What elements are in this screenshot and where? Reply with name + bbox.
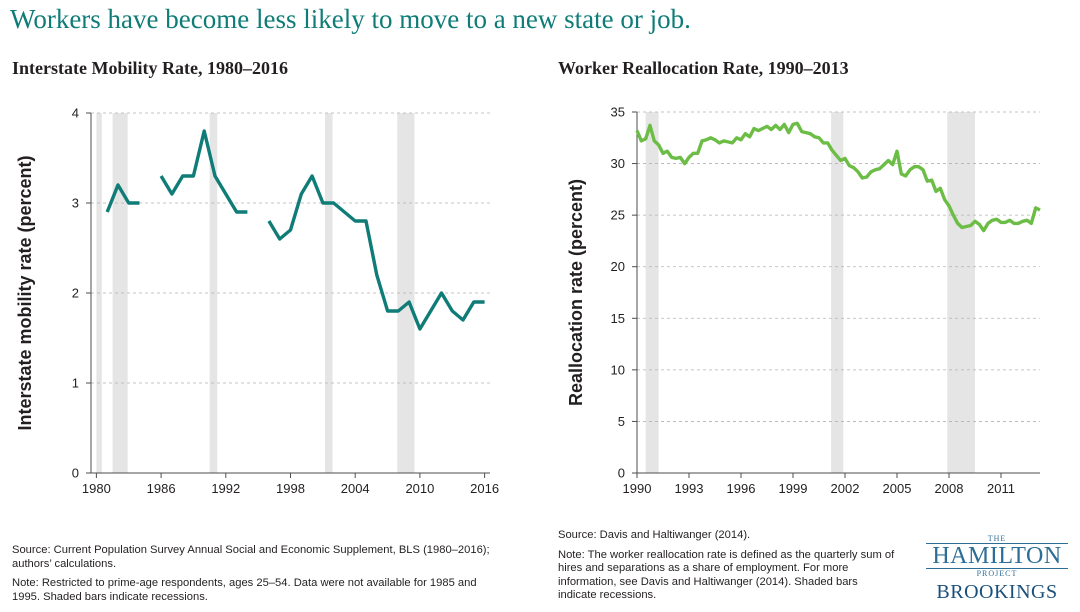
right-chart-notes: Source: Davis and Haltiwanger (2014). No… xyxy=(558,529,898,609)
right-note-text: Note: The worker reallocation rate is de… xyxy=(558,548,895,602)
x-tick-label: 2004 xyxy=(341,481,370,496)
y-tick-label: 15 xyxy=(611,311,625,326)
recession-bar xyxy=(831,112,844,473)
x-tick-label: 2005 xyxy=(883,481,912,496)
logo-hamilton: HAMILTON xyxy=(926,543,1068,569)
y-tick-label: 25 xyxy=(611,208,625,223)
data-line-segment xyxy=(105,183,140,213)
x-tick-label: 1990 xyxy=(623,481,652,496)
recession-bar xyxy=(947,112,975,473)
y-axis-title: Interstate mobility rate (percent) xyxy=(15,155,35,430)
logo-the: THE xyxy=(987,534,1007,543)
x-tick-label: 1992 xyxy=(211,481,240,496)
left-note-text: Note: Restricted to prime-age respondent… xyxy=(12,577,477,603)
interstate-mobility-chart: 0 1 2 3 4 1980 1986 1992 1998 2004 2010 2016 Interst… xyxy=(15,106,499,497)
y-tick-label: 30 xyxy=(611,156,625,171)
x-tick-label: 1986 xyxy=(147,481,176,496)
y-tick-label: 5 xyxy=(618,414,625,429)
headline: Workers have become less likely to move … xyxy=(10,4,691,34)
left-source-text: Source: Current Population Survey Annual… xyxy=(12,544,490,570)
y-tick-label: 1 xyxy=(72,376,79,391)
y-tick-label: 20 xyxy=(611,259,625,274)
x-tick-label: 2010 xyxy=(405,481,434,496)
worker-reallocation-chart: 0 5 10 15 20 25 30 35 1990 1993 1996 1999 2002 2005 20… xyxy=(566,105,1041,496)
x-tick-label: 2002 xyxy=(831,481,860,496)
y-axis-title: Reallocation rate (percent) xyxy=(566,179,586,406)
left-chart-title: Interstate Mobility Rate, 1980–2016 xyxy=(12,58,288,78)
x-tick-label: 1999 xyxy=(779,481,808,496)
logo-project: PROJECT xyxy=(976,569,1018,578)
left-chart-notes: Source: Current Population Survey Annual… xyxy=(12,544,492,610)
recession-bar xyxy=(645,112,659,473)
x-tick-label: 1996 xyxy=(727,481,756,496)
x-tick-label: 2008 xyxy=(935,481,964,496)
x-tick-label: 2016 xyxy=(470,481,499,496)
y-tick-label: 0 xyxy=(618,466,625,481)
logo-brookings: BROOKINGS xyxy=(936,581,1058,603)
y-tick-label: 35 xyxy=(611,105,625,120)
data-line-segment xyxy=(635,121,1041,233)
y-tick-label: 10 xyxy=(611,362,625,377)
right-source-text: Source: Davis and Haltiwanger (2014). xyxy=(558,529,751,541)
right-chart-title: Worker Reallocation Rate, 1990–2013 xyxy=(558,58,849,78)
x-tick-label: 1998 xyxy=(276,481,305,496)
y-tick-label: 3 xyxy=(72,196,79,211)
y-tick-label: 2 xyxy=(72,286,79,301)
x-tick-label: 1993 xyxy=(675,481,704,496)
recession-bar xyxy=(325,113,333,473)
data-line-segment xyxy=(159,129,248,214)
x-tick-label: 2011 xyxy=(987,481,1015,496)
y-tick-label: 4 xyxy=(72,106,79,121)
hamilton-brookings-logo: THE HAMILTON PROJECT BROOKINGS xyxy=(922,534,1072,603)
x-tick-label: 1980 xyxy=(82,481,111,496)
y-tick-label: 0 xyxy=(72,466,79,481)
data-line-segment xyxy=(267,174,485,331)
